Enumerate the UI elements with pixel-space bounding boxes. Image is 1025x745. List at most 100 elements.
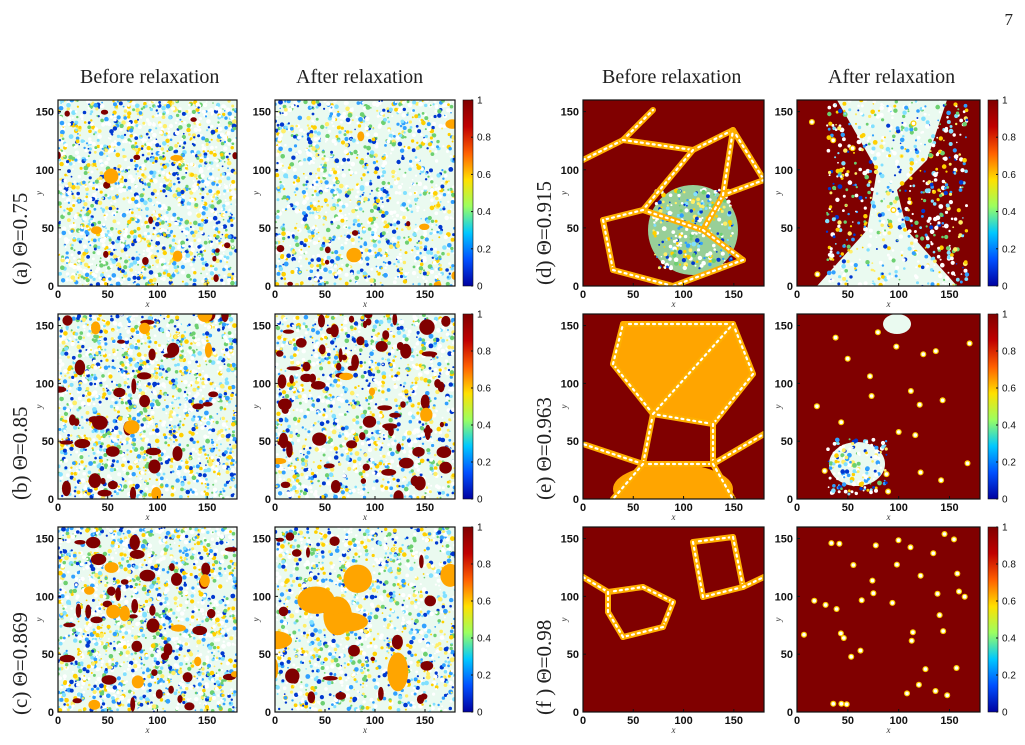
colorbar-tick-label: 0.8 (1002, 133, 1016, 144)
y-tick-label: 50 (781, 223, 793, 235)
heatmap-panel-b-before: 0 50 100 150 0 50 100 150 x y (34, 313, 238, 522)
y-axis-label: y (773, 191, 783, 196)
column-header-after-left: After relaxation (296, 66, 424, 88)
y-tick-label: 100 (253, 165, 271, 177)
x-tick-label: 100 (366, 289, 384, 301)
x-axis-label: x (362, 512, 367, 522)
x-tick-label: 50 (627, 715, 639, 727)
y-tick-label: 50 (259, 649, 271, 661)
y-tick-label: 150 (36, 321, 54, 333)
x-tick-label: 100 (148, 502, 166, 514)
x-axis-label: x (886, 512, 891, 522)
colorbar-tick-label: 0.6 (1002, 597, 1016, 608)
x-tick-label: 150 (198, 715, 216, 727)
x-axis-label: x (886, 299, 891, 309)
y-tick-label: 150 (561, 534, 579, 546)
x-tick-label: 150 (198, 289, 216, 301)
y-tick-label: 150 (775, 534, 793, 546)
y-axis-label: y (34, 618, 44, 623)
x-tick-label: 150 (198, 502, 216, 514)
x-axis-label: x (362, 299, 367, 309)
colorbar-tick-label: 0.8 (477, 347, 491, 358)
colorbar-tick-label: 0 (1002, 495, 1008, 506)
heatmap-panel-e-after: 0 50 100 150 0 50 100 150 x y (773, 313, 981, 522)
y-tick-label: 100 (561, 165, 579, 177)
y-axis-label: y (559, 405, 569, 410)
heatmap-panel-e-before: 0 50 100 150 0 50 100 150 x y (559, 313, 765, 522)
y-tick-label: 100 (36, 591, 54, 603)
colorbar: 0 0.2 0.4 0.6 0.8 1 (462, 96, 491, 293)
y-tick-label: 100 (561, 591, 579, 603)
colorbar: 0 0.2 0.4 0.6 0.8 1 (987, 310, 1016, 506)
x-axis-label: x (145, 512, 150, 522)
x-tick-label: 50 (102, 289, 114, 301)
y-tick-label: 50 (567, 436, 579, 448)
y-axis-label: y (773, 618, 783, 623)
colorbar-tick-label: 0.4 (1002, 421, 1016, 432)
colorbar-tick-label: 0 (1002, 708, 1008, 719)
x-axis-label: x (671, 725, 676, 735)
x-tick-label: 100 (366, 715, 384, 727)
x-tick-label: 150 (725, 289, 743, 301)
x-tick-label: 100 (674, 289, 692, 301)
colorbar-tick-label: 1 (477, 96, 483, 107)
x-tick-label: 50 (842, 289, 854, 301)
x-tick-label: 150 (940, 715, 958, 727)
y-tick-label: 0 (48, 494, 54, 506)
colorbar-tick-label: 0 (477, 708, 483, 719)
y-tick-label: 0 (787, 281, 793, 293)
x-tick-label: 0 (55, 289, 61, 301)
x-tick-label: 100 (148, 715, 166, 727)
x-tick-label: 100 (889, 502, 907, 514)
colorbar-tick-label: 0.4 (1002, 634, 1016, 645)
x-tick-label: 100 (889, 289, 907, 301)
colorbar-tick-label: 1 (1002, 310, 1008, 321)
x-tick-label: 0 (580, 502, 586, 514)
x-tick-label: 0 (55, 715, 61, 727)
x-tick-label: 50 (627, 289, 639, 301)
column-header-after-right: After relaxation (828, 66, 956, 88)
y-tick-label: 150 (775, 107, 793, 119)
y-tick-label: 0 (48, 281, 54, 293)
colorbar-tick-label: 0.2 (1002, 671, 1016, 682)
x-tick-label: 0 (794, 502, 800, 514)
y-tick-label: 0 (787, 707, 793, 719)
x-tick-label: 150 (416, 715, 434, 727)
column-header-before-left: Before relaxation (80, 66, 220, 88)
heatmap-panel-f-before: 0 50 100 150 0 50 100 150 x y (559, 526, 765, 735)
y-tick-label: 150 (36, 107, 54, 119)
colorbar-tick-label: 0.2 (1002, 244, 1016, 255)
colorbar-tick-label: 0 (477, 495, 483, 506)
y-axis-label: y (34, 191, 44, 196)
x-axis-label: x (671, 299, 676, 309)
colorbar: 0 0.2 0.4 0.6 0.8 1 (987, 523, 1016, 719)
x-tick-label: 0 (272, 289, 278, 301)
colorbar-tick-label: 0.6 (477, 597, 491, 608)
y-tick-label: 100 (253, 378, 271, 390)
colorbar-tick-label: 0.8 (477, 133, 491, 144)
colorbar-tick-label: 1 (1002, 523, 1008, 534)
y-tick-label: 0 (573, 707, 579, 719)
x-tick-label: 50 (842, 502, 854, 514)
y-axis-label: y (34, 405, 44, 410)
y-tick-label: 100 (775, 378, 793, 390)
x-tick-label: 150 (416, 289, 434, 301)
y-tick-label: 100 (36, 165, 54, 177)
y-tick-label: 100 (36, 378, 54, 390)
y-tick-label: 100 (775, 591, 793, 603)
x-tick-label: 100 (674, 502, 692, 514)
x-tick-label: 150 (940, 502, 958, 514)
x-tick-label: 0 (272, 715, 278, 727)
x-tick-label: 100 (366, 502, 384, 514)
x-tick-label: 0 (580, 715, 586, 727)
colorbar-tick-label: 0.8 (477, 560, 491, 571)
column-header-before-right: Before relaxation (602, 66, 742, 88)
y-axis-label: y (559, 191, 569, 196)
x-tick-label: 0 (580, 289, 586, 301)
x-tick-label: 150 (416, 502, 434, 514)
colorbar-tick-label: 0.6 (477, 384, 491, 395)
x-tick-label: 50 (102, 715, 114, 727)
y-tick-label: 100 (253, 591, 271, 603)
y-tick-label: 0 (573, 281, 579, 293)
